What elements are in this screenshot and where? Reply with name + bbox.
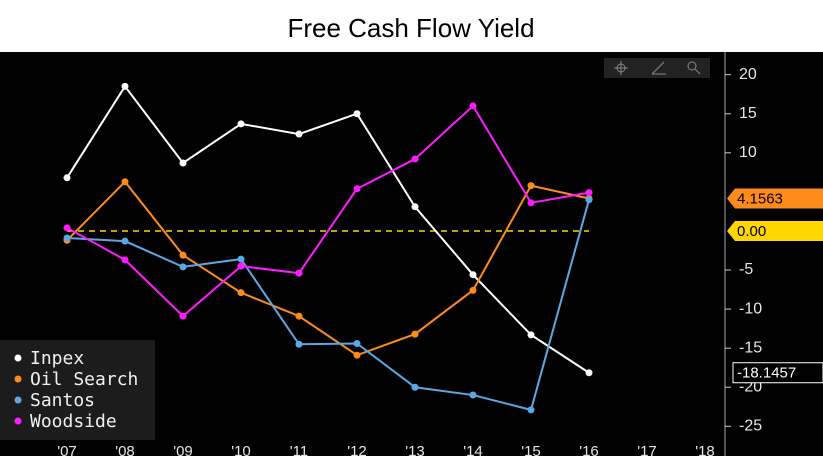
data-point xyxy=(121,178,129,186)
series-line xyxy=(66,104,590,318)
data-point xyxy=(121,82,129,90)
series-line xyxy=(66,180,590,357)
x-tick-label: '11 xyxy=(290,443,308,456)
data-point xyxy=(295,269,303,277)
data-point xyxy=(179,263,187,271)
data-point xyxy=(411,155,419,163)
value-badge xyxy=(727,188,823,209)
data-point xyxy=(237,120,245,128)
data-point xyxy=(179,312,187,320)
draw-icon[interactable] xyxy=(651,61,665,75)
x-tick-label: '08 xyxy=(115,443,135,456)
reference-badge xyxy=(727,220,823,241)
data-point xyxy=(295,340,303,348)
x-tick-label: '18 xyxy=(695,443,715,456)
value-badge-label: -18.1457 xyxy=(737,365,796,382)
data-point xyxy=(63,234,71,242)
data-point xyxy=(353,351,361,359)
data-point xyxy=(237,255,245,263)
legend-swatch xyxy=(14,417,22,425)
data-point xyxy=(353,185,361,193)
data-point xyxy=(353,110,361,118)
data-point xyxy=(585,369,593,377)
legend-swatch xyxy=(14,396,22,404)
legend-label: Santos xyxy=(30,390,95,411)
series-line xyxy=(66,84,590,374)
y-tick-label: -5 xyxy=(739,261,753,278)
x-tick-label: '16 xyxy=(579,443,599,456)
reference-badge-label: 0.00 xyxy=(737,223,766,240)
data-point xyxy=(411,330,419,338)
data-point xyxy=(353,339,361,347)
data-point xyxy=(179,251,187,259)
x-tick-label: '15 xyxy=(521,443,541,456)
legend-swatch xyxy=(14,354,22,362)
data-point xyxy=(469,286,477,294)
legend-swatch xyxy=(14,375,22,383)
data-point xyxy=(63,224,71,232)
y-tick-label: 15 xyxy=(739,105,757,122)
x-tick-label: '13 xyxy=(405,443,425,456)
data-point xyxy=(411,383,419,391)
data-point xyxy=(527,182,535,190)
x-tick-label: '07 xyxy=(57,443,77,456)
value-badge-border xyxy=(732,362,823,384)
data-point xyxy=(585,189,593,197)
data-point xyxy=(469,271,477,279)
data-point xyxy=(121,237,129,245)
toolbar xyxy=(604,58,710,78)
legend-box xyxy=(0,340,155,440)
data-point xyxy=(295,130,303,138)
series-line xyxy=(66,199,590,412)
x-tick-label: '17 xyxy=(637,443,657,456)
data-point xyxy=(527,199,535,207)
zoom-icon[interactable] xyxy=(687,61,697,71)
chart-title: Free Cash Flow Yield xyxy=(287,13,534,43)
data-point xyxy=(63,174,71,182)
toolbar-bg xyxy=(604,58,710,78)
data-point xyxy=(469,391,477,399)
data-point xyxy=(237,289,245,297)
data-point xyxy=(237,262,245,270)
x-tick-label: '10 xyxy=(231,443,251,456)
zoom-icon[interactable] xyxy=(694,68,701,75)
data-point xyxy=(179,159,187,167)
x-tick-label: '09 xyxy=(173,443,193,456)
legend-label: Woodside xyxy=(30,411,117,432)
data-point xyxy=(527,406,535,414)
y-tick-label: -25 xyxy=(739,418,762,435)
data-point xyxy=(469,102,477,110)
data-point xyxy=(527,331,535,339)
legend-label: Inpex xyxy=(30,348,84,369)
legend-label: Oil Search xyxy=(30,369,138,390)
y-tick-label: 10 xyxy=(739,144,757,161)
y-tick-label: 20 xyxy=(739,66,757,83)
data-point xyxy=(585,196,593,204)
x-tick-label: '12 xyxy=(347,443,367,456)
data-point xyxy=(295,312,303,320)
x-tick-label: '14 xyxy=(463,443,483,456)
y-tick-label: -15 xyxy=(739,339,762,356)
value-badge xyxy=(727,362,823,383)
data-point xyxy=(121,256,129,264)
y-tick-label: -10 xyxy=(739,300,762,317)
data-point xyxy=(411,203,419,211)
value-badge-label: 4.1563 xyxy=(737,190,783,207)
